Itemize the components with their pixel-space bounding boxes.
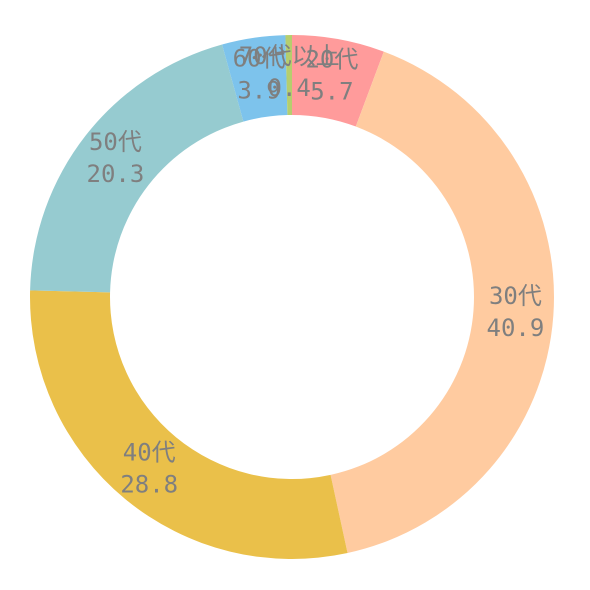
donut-slice-5	[285, 35, 292, 116]
slice-category-label-0: 20代	[305, 46, 358, 74]
slice-category-label-1: 30代	[489, 282, 542, 310]
labels-group: 20代 5.7 30代 40.9 40代 28.8 50代 20.3 60代 3.9 70代以上 0.…	[87, 42, 545, 499]
slice-value-label-3: 20.3	[87, 160, 145, 188]
slice-category-label-5: 70代以上	[239, 42, 340, 70]
slice-category-label-2: 40代	[123, 439, 176, 467]
slice-category-label-3: 50代	[89, 128, 142, 156]
slice-value-label-1: 40.9	[487, 314, 545, 342]
donut-slice-1	[330, 51, 554, 554]
slice-category-label-4: 60代	[233, 44, 286, 72]
donut-slice-0	[292, 35, 384, 127]
donut-slice-2	[29, 290, 348, 559]
slice-value-label-2: 28.8	[120, 471, 178, 499]
donut-slice-4	[222, 35, 288, 122]
slice-value-label-5: 0.4	[268, 74, 311, 102]
slice-value-label-4: 3.9	[237, 76, 280, 104]
slices-group	[29, 35, 554, 559]
slice-value-label-0: 5.7	[310, 78, 353, 106]
donut-slice-3	[30, 44, 244, 293]
